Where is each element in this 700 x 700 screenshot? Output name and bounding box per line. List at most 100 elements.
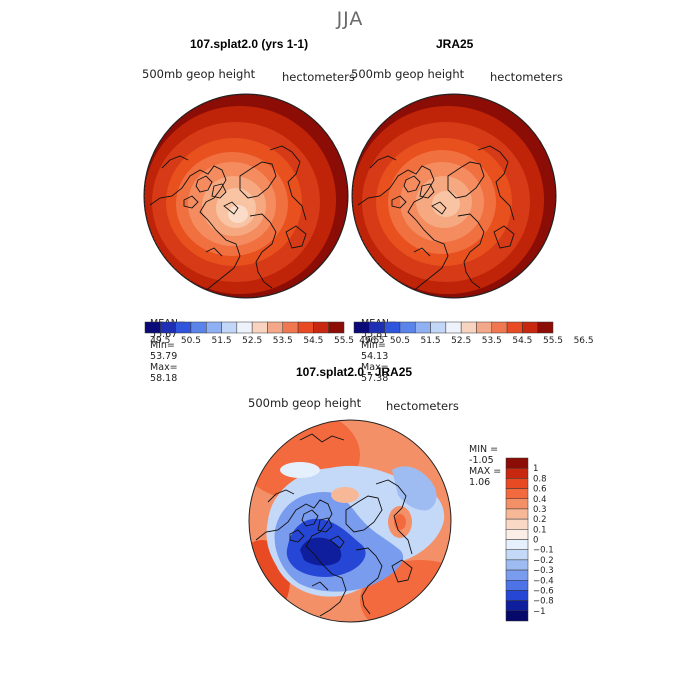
colorbar-diff-swatch bbox=[505, 610, 529, 622]
panel3-units-label: hectometers bbox=[386, 399, 459, 413]
colorbar1-swatch bbox=[282, 321, 299, 334]
panel1-max-value: 58.18 bbox=[150, 373, 178, 384]
panel1-field-label: 500mb geop height bbox=[142, 67, 256, 81]
panel3-title: 107.splat2.0 - JRA25 bbox=[296, 365, 413, 379]
colorbar1-swatch bbox=[236, 321, 253, 334]
colorbar2-swatch bbox=[522, 321, 538, 334]
colorbar1-label: 51.5 bbox=[212, 336, 232, 346]
map2 bbox=[351, 93, 557, 299]
colorbar1-swatch bbox=[160, 321, 176, 334]
colorbar-diff-label: −0.8 bbox=[533, 597, 554, 607]
colorbar-diff-label: 0.2 bbox=[533, 515, 547, 525]
panel3-max-label: MAX = bbox=[469, 466, 502, 477]
colorbar2-swatch bbox=[537, 321, 554, 334]
colorbar-diff-swatch bbox=[505, 600, 529, 612]
map3 bbox=[248, 419, 452, 623]
colorbar2-swatch bbox=[369, 321, 385, 334]
colorbar1-label: 54.5 bbox=[303, 336, 323, 346]
colorbar-diff-swatch bbox=[505, 539, 529, 550]
colorbar1-swatch bbox=[328, 321, 345, 334]
panel1-title: 107.splat2.0 (yrs 1-1) bbox=[190, 37, 309, 51]
colorbar1-swatch bbox=[221, 321, 238, 334]
colorbar1-swatch bbox=[297, 321, 314, 334]
colorbar2-swatch bbox=[353, 321, 370, 334]
colorbar2-swatch bbox=[399, 321, 416, 334]
colorbar2-swatch bbox=[491, 321, 508, 334]
colorbar-diff-label: 0.8 bbox=[533, 474, 547, 484]
panel2-max-label: Max= bbox=[361, 362, 389, 373]
panel3-stats: MIN = -1.05 MAX = 1.06 bbox=[463, 433, 501, 488]
colorbar2-label: 56.5 bbox=[574, 336, 594, 346]
colorbar2-swatch bbox=[506, 321, 523, 334]
panel3-field-label: 500mb geop height bbox=[248, 396, 362, 410]
panel2-min-value: 54.13 bbox=[361, 351, 389, 362]
panel3-max-value: 1.06 bbox=[469, 477, 491, 488]
panel1-mean-value: 55.67 bbox=[150, 329, 178, 340]
panel2-title: JRA25 bbox=[436, 37, 474, 51]
colorbar-diff-swatch bbox=[505, 467, 529, 479]
colorbar1-swatch bbox=[205, 321, 222, 334]
colorbar1-label: 49.5 bbox=[150, 336, 170, 346]
colorbar2-swatch bbox=[460, 321, 477, 334]
colorbar-diff-swatch bbox=[505, 518, 529, 530]
colorbar2-swatch bbox=[430, 321, 447, 334]
panel2-mean-value: 55.81 bbox=[361, 329, 389, 340]
panel2-field-label: 500mb geop height bbox=[351, 67, 465, 81]
colorbar1-swatch bbox=[313, 321, 329, 334]
colorbar-diff-swatch bbox=[505, 457, 529, 469]
colorbar-diff-label: −0.3 bbox=[533, 566, 554, 576]
colorbar2-swatch bbox=[445, 321, 462, 334]
colorbar-diff-label: 0.1 bbox=[533, 525, 547, 535]
colorbar-diff-swatch bbox=[505, 478, 529, 489]
panel3-min-label: MIN = bbox=[469, 444, 499, 455]
colorbar-diff-swatch bbox=[505, 529, 529, 540]
colorbar1-label: 53.5 bbox=[273, 336, 293, 346]
colorbar-diff: 10.80.60.40.30.20.10−0.1−0.2−0.3−0.4−0.6… bbox=[505, 457, 554, 622]
map1 bbox=[143, 93, 349, 299]
colorbar-diff-swatch bbox=[505, 549, 529, 561]
panel2-max-value: 57.38 bbox=[361, 373, 389, 384]
colorbar-diff-swatch bbox=[505, 569, 529, 581]
colorbar-diff-label: −0.6 bbox=[533, 586, 554, 596]
colorbar-diff-swatch bbox=[505, 508, 529, 520]
colorbar-diff-label: −0.4 bbox=[533, 576, 554, 586]
colorbar2-label: 49.5 bbox=[359, 336, 379, 346]
colorbar1-swatch bbox=[144, 321, 161, 334]
colorbar-diff-label: −1 bbox=[533, 607, 546, 617]
colorbar-diff-swatch bbox=[505, 590, 529, 601]
colorbar-diff-label: 0.3 bbox=[533, 505, 547, 515]
colorbar1-swatch bbox=[190, 321, 207, 334]
colorbar-diff-swatch bbox=[505, 559, 529, 571]
colorbar1-swatch bbox=[267, 321, 284, 334]
colorbar2-swatch bbox=[476, 321, 493, 334]
colorbar1-label: 56.5 bbox=[365, 336, 385, 346]
panel1-min-value: 53.79 bbox=[150, 351, 178, 362]
colorbar-diff-label: 0.4 bbox=[533, 495, 547, 505]
colorbar2-label: 52.5 bbox=[451, 336, 471, 346]
colorbar1-label: 50.5 bbox=[181, 336, 201, 346]
panel2-min-label: Min= bbox=[361, 340, 386, 351]
colorbar-diff-label: 1 bbox=[533, 464, 538, 474]
colorbar-diff-label: −0.1 bbox=[533, 546, 554, 556]
panel1-max-label: Max= bbox=[150, 362, 178, 373]
panel1-min-label: Min= bbox=[150, 340, 175, 351]
colorbar-diff-label: 0.6 bbox=[533, 485, 547, 495]
colorbar2-label: 54.5 bbox=[512, 336, 532, 346]
colorbar-diff-swatch bbox=[505, 498, 529, 510]
panel3-min-value: -1.05 bbox=[469, 455, 494, 466]
season-title: JJA bbox=[336, 8, 364, 30]
colorbar2-label: 53.5 bbox=[482, 336, 502, 346]
colorbar-diff-label: −0.2 bbox=[533, 556, 554, 566]
colorbar1-label: 52.5 bbox=[242, 336, 262, 346]
colorbar2-label: 51.5 bbox=[421, 336, 441, 346]
panel1-units-label: hectometers bbox=[282, 70, 355, 84]
colorbar-diff-label: 0 bbox=[533, 536, 538, 546]
colorbar1-label: 55.5 bbox=[334, 336, 354, 346]
colorbar2-swatch bbox=[384, 321, 401, 334]
colorbar-diff-swatch bbox=[505, 488, 529, 499]
colorbar2-label: 50.5 bbox=[390, 336, 410, 346]
colorbar1-swatch bbox=[251, 321, 268, 334]
colorbar-diff-swatch bbox=[505, 580, 529, 591]
colorbar2-label: 55.5 bbox=[543, 336, 563, 346]
